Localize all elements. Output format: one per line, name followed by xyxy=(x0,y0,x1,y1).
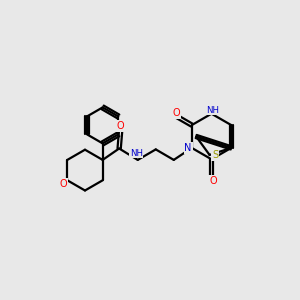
Text: NH: NH xyxy=(206,106,220,115)
Text: O: O xyxy=(117,121,124,131)
Text: O: O xyxy=(209,176,217,186)
Text: NH: NH xyxy=(130,149,143,158)
Text: N: N xyxy=(184,143,192,153)
Text: S: S xyxy=(212,150,218,160)
Text: O: O xyxy=(172,108,180,118)
Text: O: O xyxy=(60,179,68,189)
